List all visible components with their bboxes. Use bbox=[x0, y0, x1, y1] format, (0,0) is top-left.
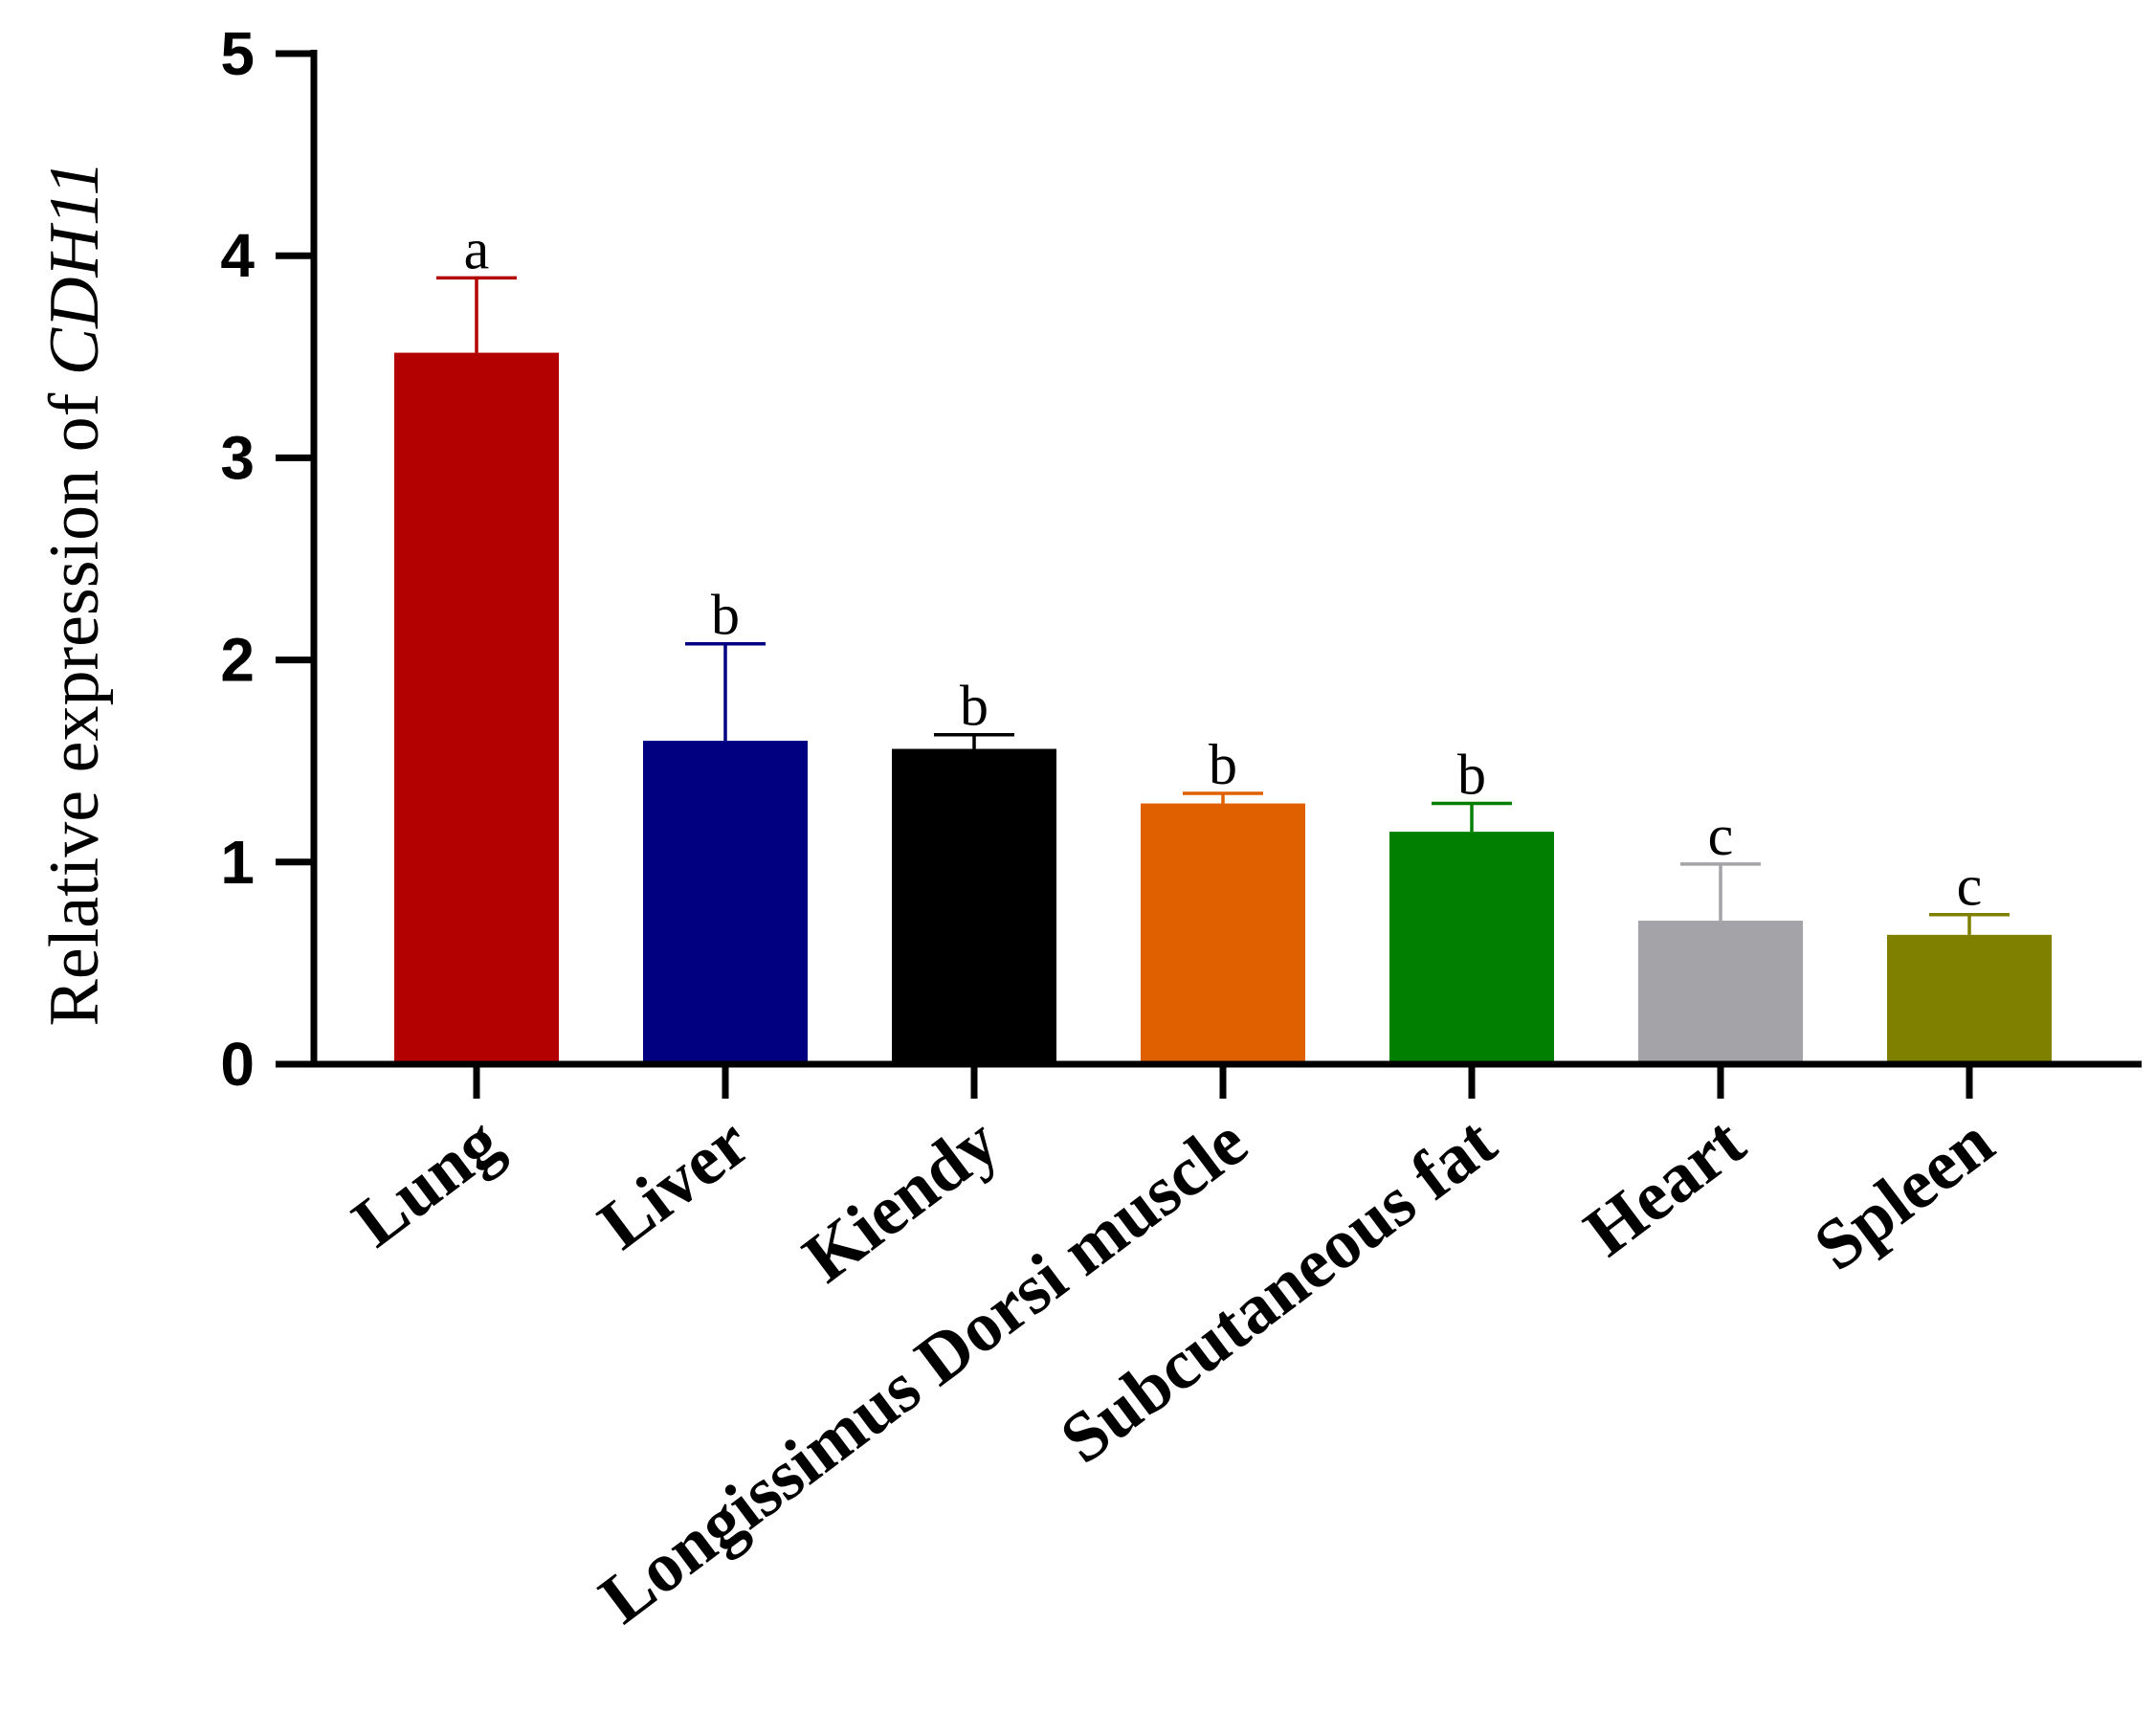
y-tick-label-5: 5 bbox=[220, 19, 255, 88]
error-bar-2 bbox=[934, 732, 1014, 749]
x-label-5: Heart bbox=[1570, 1102, 1759, 1272]
axes-layer bbox=[310, 50, 2142, 1099]
y-ticks-layer: 0 1 2 3 4 5 bbox=[220, 19, 314, 1099]
significance-label-1: b bbox=[711, 584, 740, 647]
bar-2 bbox=[892, 748, 1056, 1064]
significance-label-3: b bbox=[1209, 733, 1237, 796]
x-label-1: Liver bbox=[585, 1102, 764, 1264]
x-label-4: Subcutaneous fat bbox=[1047, 1102, 1511, 1480]
y-axis-label-text: Relative expression of bbox=[35, 375, 114, 1026]
x-label-2: Kiendy bbox=[789, 1102, 1012, 1298]
error-bar-0 bbox=[436, 276, 517, 353]
error-bar-6 bbox=[1929, 912, 2010, 935]
significance-label-2: b bbox=[960, 675, 989, 738]
y-tick-label-0: 0 bbox=[220, 1030, 255, 1099]
bar-4 bbox=[1389, 832, 1554, 1064]
error-bar-4 bbox=[1432, 801, 1512, 833]
y-axis-label: Relative expression of CDH11 bbox=[35, 161, 114, 1027]
error-bar-5 bbox=[1680, 862, 1761, 922]
bar-5 bbox=[1638, 921, 1803, 1064]
x-label-6: Spleen bbox=[1800, 1102, 2008, 1286]
significance-label-4: b bbox=[1457, 744, 1486, 807]
significance-label-0: a bbox=[464, 217, 490, 280]
significance-label-6: c bbox=[1957, 855, 1983, 918]
y-tick-label-3: 3 bbox=[220, 423, 255, 492]
error-bars-layer bbox=[436, 276, 2010, 935]
error-bar-3 bbox=[1183, 791, 1263, 804]
y-tick-label-4: 4 bbox=[220, 221, 255, 290]
bar-1 bbox=[643, 741, 808, 1064]
y-tick-label-1: 1 bbox=[220, 828, 255, 897]
error-bar-1 bbox=[685, 641, 766, 742]
significance-label-5: c bbox=[1708, 804, 1734, 867]
y-tick-label-2: 2 bbox=[220, 626, 255, 695]
significance-labels-layer: a b b b b c c bbox=[464, 217, 1983, 917]
bars-layer bbox=[394, 352, 2052, 1064]
bar-6 bbox=[1887, 934, 2052, 1064]
bar-0 bbox=[394, 352, 559, 1064]
x-label-0: Lung bbox=[339, 1102, 515, 1262]
y-axis-label-gene: CDH11 bbox=[35, 161, 114, 376]
bar-3 bbox=[1141, 803, 1305, 1064]
